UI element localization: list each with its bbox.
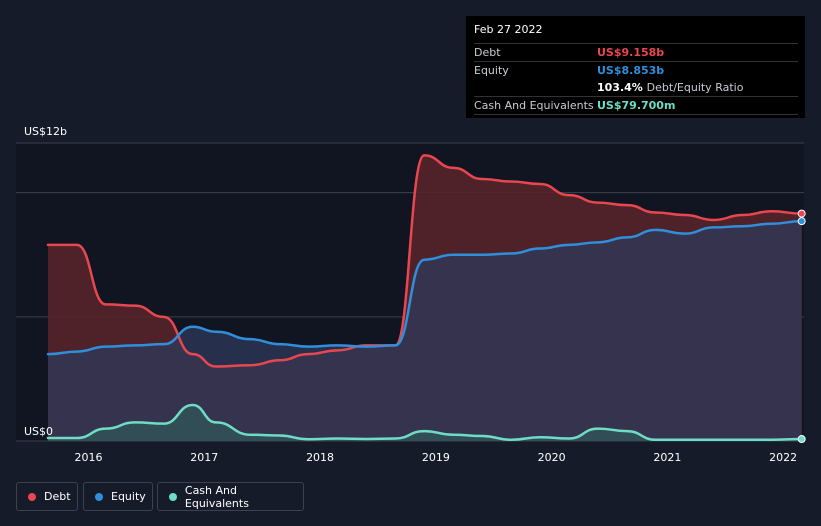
tooltip-debt-label: Debt — [474, 46, 501, 59]
y-axis-top-label: US$12b — [24, 125, 67, 138]
tooltip-ratio-label: Debt/Equity Ratio — [646, 81, 744, 94]
tooltip-equity-value: US$8.853b — [597, 64, 665, 77]
tooltip-debt-row: Debt US$9.158b — [474, 44, 798, 62]
equity-endpoint — [797, 217, 806, 226]
x-tick-label: 2020 — [538, 451, 566, 464]
tooltip-equity-row: Equity US$8.853b — [474, 62, 798, 79]
debt-line — [46, 154, 803, 368]
legend-equity-label: Equity — [111, 490, 146, 503]
equity-area — [48, 221, 802, 441]
y-axis-bottom-label: US$0 — [24, 425, 53, 438]
x-tick-label: 2018 — [306, 451, 334, 464]
tooltip-ratio-row: 103.4% Debt/Equity Ratio — [474, 79, 798, 97]
cash-line — [46, 403, 803, 442]
legend-cash-label: Cash And Equivalents — [184, 483, 249, 510]
legend-item-cash[interactable]: Cash And Equivalents — [157, 482, 304, 511]
x-tick-label: 2017 — [190, 451, 218, 464]
legend-item-equity[interactable]: Equity — [83, 482, 153, 511]
x-tick-label: 2022 — [769, 451, 797, 464]
debt-endpoint — [797, 209, 806, 218]
cash-dot-icon — [169, 492, 177, 501]
tooltip-debt-value: US$9.158b — [597, 46, 665, 59]
cash-endpoint — [797, 435, 806, 444]
x-tick-label: 2019 — [422, 451, 450, 464]
tooltip-ratio: 103.4% Debt/Equity Ratio — [597, 79, 743, 96]
tooltip-cash-row: Cash And Equivalents US$79.700m — [474, 97, 798, 115]
legend-item-debt[interactable]: Debt — [16, 482, 78, 511]
tooltip-date: Feb 27 2022 — [474, 23, 798, 44]
tooltip-panel: Feb 27 2022 Debt US$9.158b Equity US$8.8… — [466, 16, 805, 118]
tooltip-cash-label: Cash And Equivalents — [474, 99, 594, 112]
legend-debt-label: Debt — [44, 490, 71, 503]
tooltip-cash-value: US$79.700m — [597, 99, 676, 112]
equity-line — [46, 219, 803, 356]
tooltip-equity-label: Equity — [474, 64, 509, 77]
tooltip-ratio-value: 103.4% — [597, 81, 643, 94]
x-tick-label: 2021 — [653, 451, 681, 464]
x-tick-label: 2016 — [75, 451, 103, 464]
debt-dot-icon — [28, 492, 36, 501]
equity-dot-icon — [95, 492, 103, 501]
